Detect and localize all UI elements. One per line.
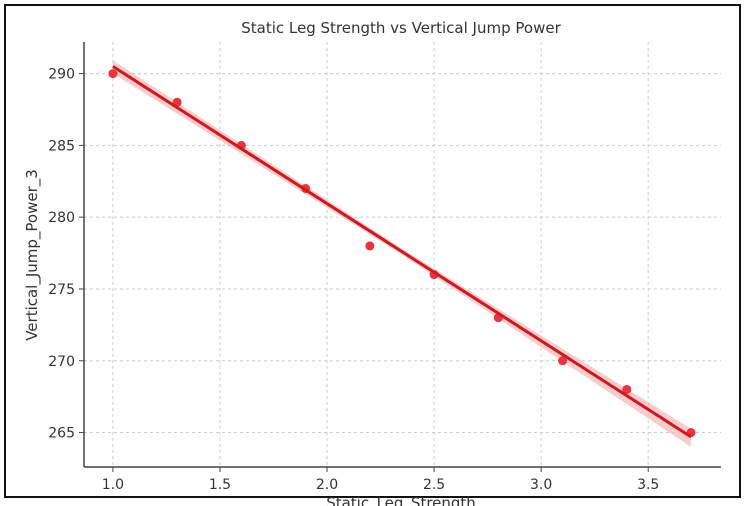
data-point <box>108 69 118 79</box>
data-point <box>365 241 375 251</box>
x-tick-label: 2.0 <box>316 477 338 493</box>
x-tick-label: 2.5 <box>423 477 445 493</box>
regression-line <box>112 65 692 439</box>
x-tick-label: 3.0 <box>530 477 552 493</box>
y-tick-label: 285 <box>48 138 75 154</box>
confidence-band-area <box>112 60 692 447</box>
confidence-band <box>112 60 692 447</box>
grid <box>84 42 721 467</box>
x-tick-label: 1.5 <box>209 477 231 493</box>
chart-title: Static Leg Strength vs Vertical Jump Pow… <box>241 19 561 37</box>
image-frame <box>4 4 741 498</box>
x-axis-label: Static_Leg_Strength <box>326 494 476 506</box>
y-axis-label: Vertical_Jump_Power_3 <box>23 169 42 341</box>
y-tick-label: 270 <box>48 354 75 370</box>
y-tick-label: 275 <box>48 282 75 298</box>
y-tick-label: 280 <box>48 210 75 226</box>
y-tick-label: 265 <box>48 426 75 442</box>
points <box>108 65 696 439</box>
y-tick-label: 290 <box>48 67 75 83</box>
x-tick-label: 3.5 <box>637 477 659 493</box>
x-tick-label: 1.0 <box>102 477 124 493</box>
data-point <box>622 384 632 394</box>
data-point <box>558 356 568 366</box>
axes: 1.0 1.5 2.0 2.5 3.0 3.5 265 270 275 280 285 290 <box>48 42 721 493</box>
